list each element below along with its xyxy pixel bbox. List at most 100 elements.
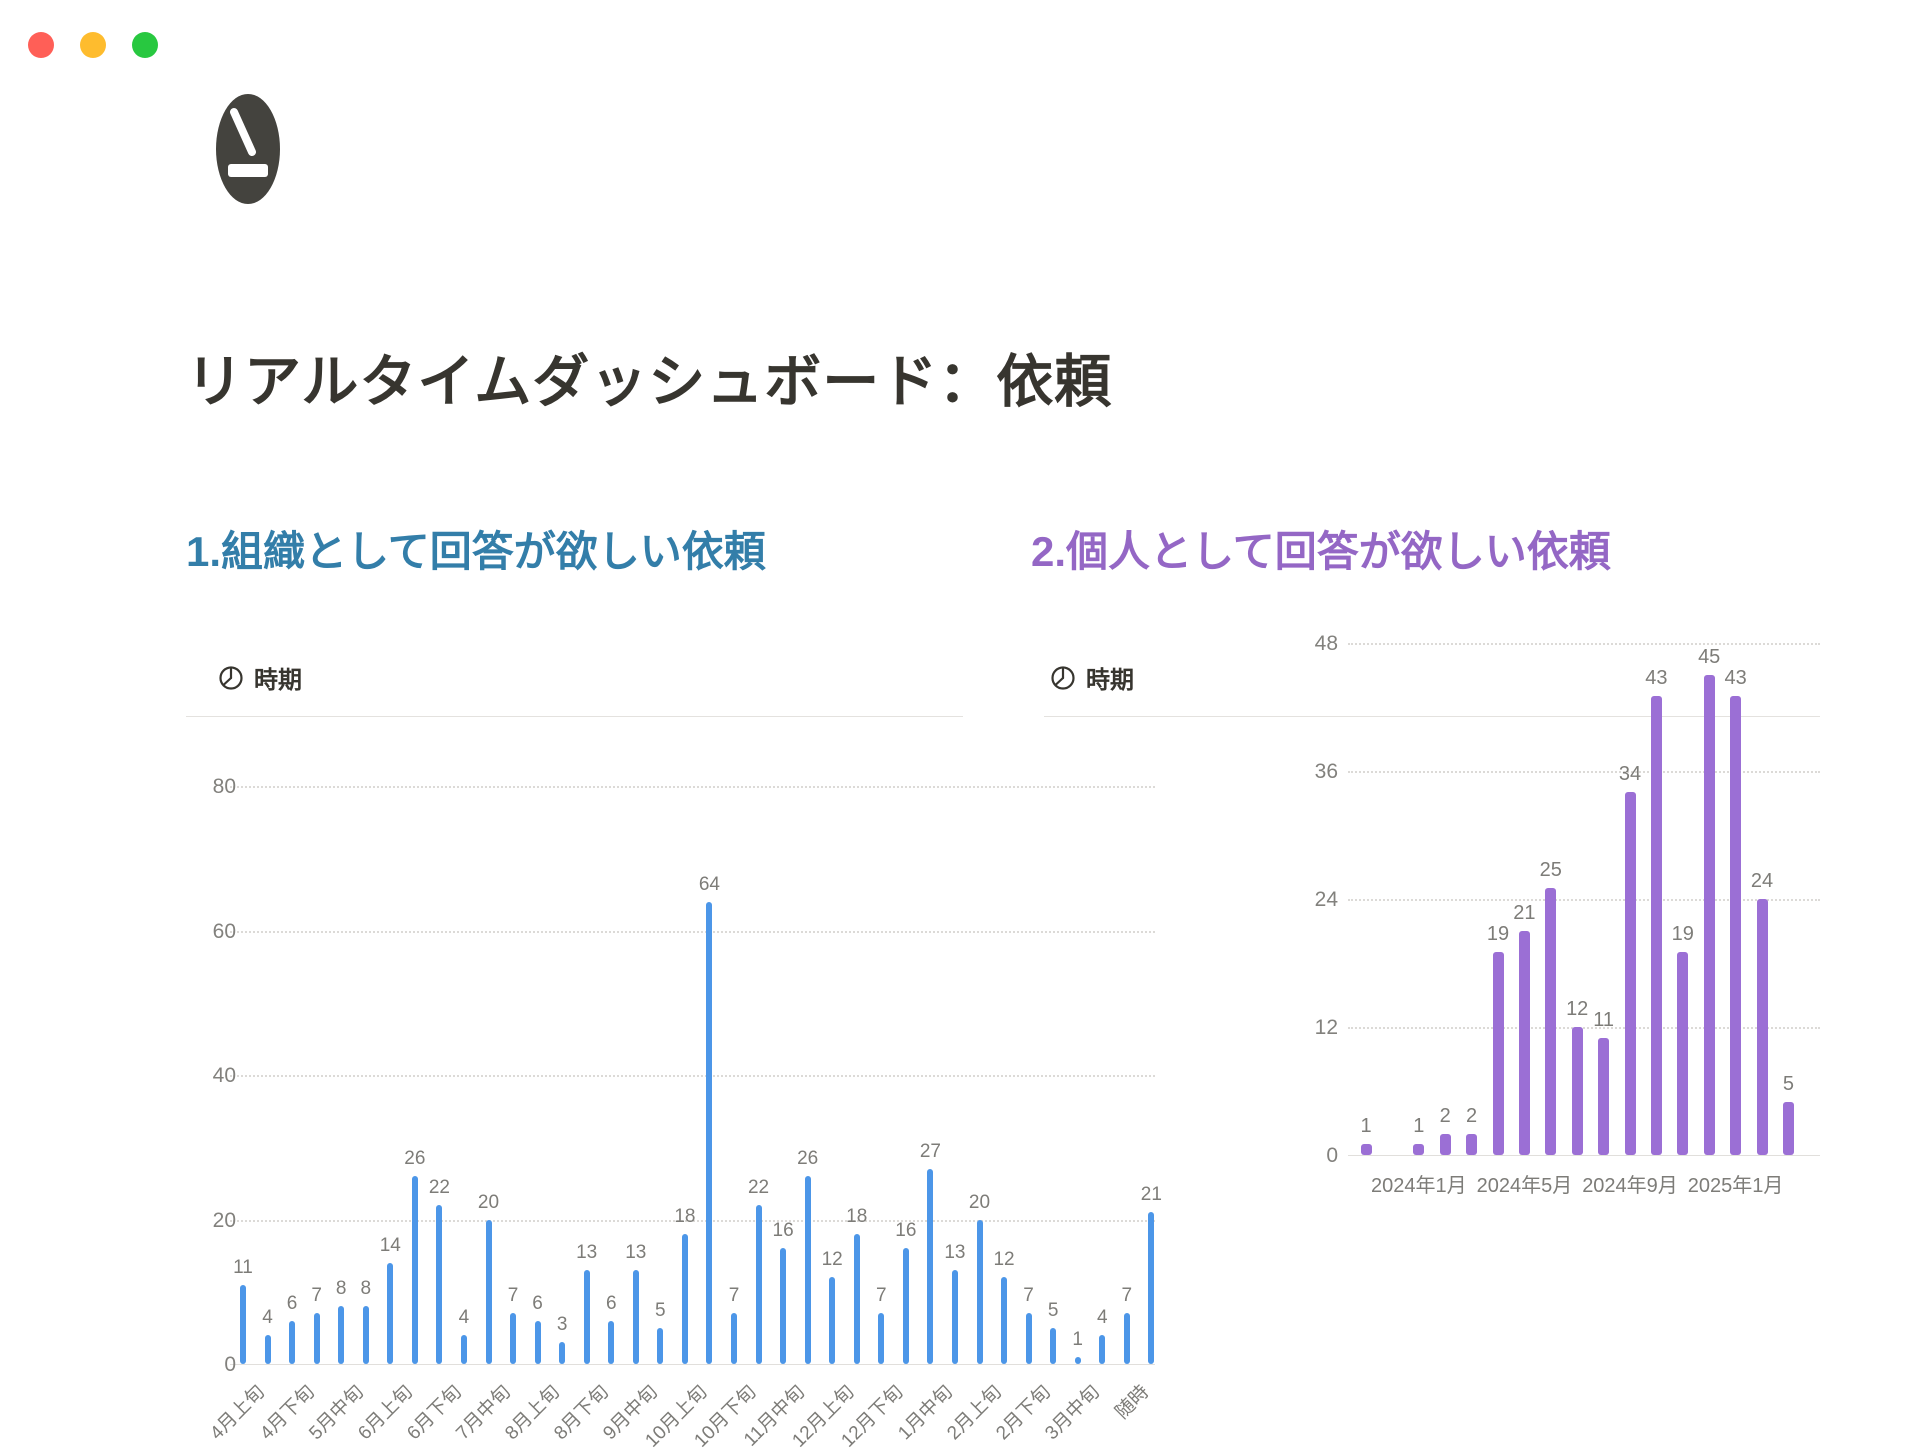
bar[interactable] xyxy=(1050,1327,1057,1364)
chart-1-header-divider xyxy=(186,716,963,717)
bar[interactable] xyxy=(731,1313,737,1364)
chart-2-source-header[interactable]: 時期 xyxy=(1050,660,1134,695)
bar[interactable] xyxy=(804,1176,811,1364)
bar[interactable] xyxy=(1650,696,1662,1155)
bar[interactable] xyxy=(411,1176,418,1364)
bar[interactable] xyxy=(559,1342,566,1364)
x-tick-label: 8月下旬 xyxy=(550,1381,614,1445)
chart-2-property-label: 時期 xyxy=(1086,667,1134,694)
x-tick-label: 2月下旬 xyxy=(992,1381,1055,1445)
bar-value-label: 13 xyxy=(625,1242,647,1264)
bar[interactable] xyxy=(878,1313,885,1364)
bar[interactable] xyxy=(657,1327,664,1364)
gridline xyxy=(1348,1027,1820,1029)
bar-value-label: 12 xyxy=(821,1249,843,1271)
bar[interactable] xyxy=(608,1320,615,1364)
x-tick-label: 6月下旬 xyxy=(403,1381,466,1445)
bar-value-label: 7 xyxy=(311,1285,322,1307)
bar-value-label: 18 xyxy=(846,1205,868,1227)
bar-value-label: 13 xyxy=(576,1242,598,1264)
bar[interactable] xyxy=(1624,792,1636,1155)
bar[interactable] xyxy=(485,1219,492,1364)
bar[interactable] xyxy=(1123,1313,1130,1364)
bar[interactable] xyxy=(1001,1277,1008,1364)
bar[interactable] xyxy=(534,1320,541,1364)
x-tick-label: 4月上旬 xyxy=(206,1381,270,1445)
bar[interactable] xyxy=(1756,899,1768,1155)
bar[interactable] xyxy=(1782,1101,1794,1155)
bar[interactable] xyxy=(1074,1356,1081,1364)
bar[interactable] xyxy=(632,1270,639,1364)
bar-value-label: 7 xyxy=(507,1285,519,1307)
bar[interactable] xyxy=(1413,1144,1425,1155)
bar[interactable] xyxy=(1571,1027,1583,1155)
bar[interactable] xyxy=(436,1205,443,1364)
bar[interactable] xyxy=(1545,888,1557,1155)
bar[interactable] xyxy=(829,1277,836,1364)
bar[interactable] xyxy=(780,1248,787,1364)
bar[interactable] xyxy=(681,1233,688,1364)
bar-value-label: 4 xyxy=(458,1307,470,1329)
bar[interactable] xyxy=(853,1233,860,1364)
bar-value-label: 12 xyxy=(993,1249,1015,1271)
gridline xyxy=(1348,899,1820,901)
bar[interactable] xyxy=(362,1306,369,1364)
y-tick-label: 24 xyxy=(1314,888,1338,911)
bar[interactable] xyxy=(1677,952,1689,1155)
bar[interactable] xyxy=(387,1262,394,1364)
bar[interactable] xyxy=(976,1219,983,1364)
bar-value-label: 19 xyxy=(1671,923,1694,946)
bar-value-label: 8 xyxy=(360,1278,372,1300)
bar[interactable] xyxy=(1518,931,1530,1155)
window-minimize-button[interactable] xyxy=(80,32,106,58)
bar[interactable] xyxy=(951,1270,958,1364)
chart-2-header-divider xyxy=(1044,716,1820,717)
bar[interactable] xyxy=(289,1320,296,1364)
bar-value-label: 12 xyxy=(1566,998,1589,1020)
chart-1-source-header[interactable]: 時期 xyxy=(218,660,302,695)
window-close-button[interactable] xyxy=(28,32,54,58)
gridline xyxy=(230,1075,1155,1077)
x-axis-baseline xyxy=(230,1364,1155,1365)
bar-value-label: 21 xyxy=(1513,902,1536,924)
bar-value-label: 6 xyxy=(286,1292,298,1314)
bar-value-label: 19 xyxy=(1486,923,1510,946)
bar-value-label: 2 xyxy=(1439,1104,1451,1127)
bar[interactable] xyxy=(1439,1133,1451,1155)
x-tick-label: 8月上旬 xyxy=(501,1381,564,1445)
x-tick-label: 2025年1月 xyxy=(1687,1175,1784,1197)
bar-value-label: 4 xyxy=(262,1307,273,1329)
bar[interactable] xyxy=(1025,1313,1032,1364)
y-tick-label: 60 xyxy=(212,919,236,943)
bar[interactable] xyxy=(1360,1144,1372,1155)
bar-value-label: 16 xyxy=(895,1220,917,1242)
bar[interactable] xyxy=(264,1335,271,1364)
bar[interactable] xyxy=(1492,952,1504,1155)
bar[interactable] xyxy=(706,901,713,1364)
bar[interactable] xyxy=(1148,1212,1155,1364)
bar-value-label: 27 xyxy=(919,1140,941,1162)
bar-value-label: 45 xyxy=(1698,646,1721,668)
y-tick-label: 36 xyxy=(1314,760,1338,783)
bar[interactable] xyxy=(1099,1335,1106,1364)
x-tick-label: 7月中旬 xyxy=(452,1381,515,1445)
x-axis-baseline xyxy=(1348,1155,1820,1156)
bar[interactable] xyxy=(313,1313,320,1364)
bar[interactable] xyxy=(1598,1037,1610,1155)
bar[interactable] xyxy=(338,1306,345,1364)
bar[interactable] xyxy=(460,1335,467,1364)
bar-value-label: 5 xyxy=(655,1299,666,1321)
bar[interactable] xyxy=(510,1313,517,1364)
bar[interactable] xyxy=(1730,696,1742,1155)
window-zoom-button[interactable] xyxy=(132,32,158,58)
clock-pie-icon xyxy=(1051,665,1075,690)
bar-value-label: 43 xyxy=(1724,667,1747,690)
bar[interactable] xyxy=(240,1284,246,1364)
section-2-heading: 2.個人として回答が欲しい依頼 xyxy=(1031,528,1611,575)
page-icon-button[interactable] xyxy=(214,92,282,211)
bar[interactable] xyxy=(583,1270,590,1364)
bar[interactable] xyxy=(902,1248,909,1364)
bar[interactable] xyxy=(1466,1133,1478,1155)
bar[interactable] xyxy=(1703,675,1715,1155)
bar[interactable] xyxy=(755,1205,762,1364)
